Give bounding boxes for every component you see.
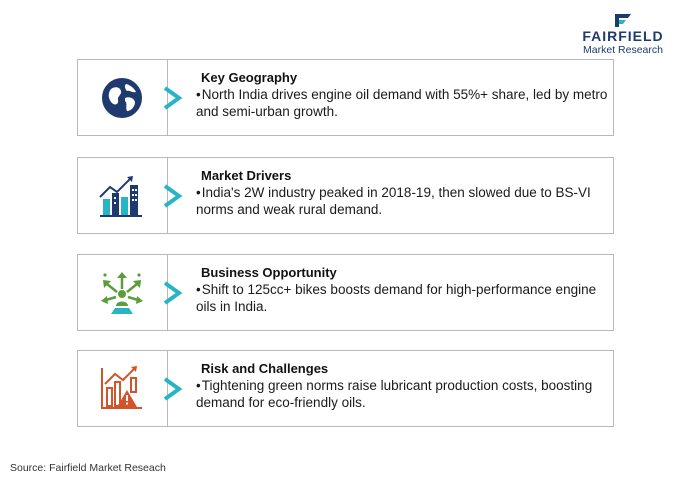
bullet: • <box>196 378 201 393</box>
card-text-body: North India drives engine oil demand wit… <box>196 87 608 119</box>
chevron-right-icon <box>163 86 183 110</box>
card-risk-and-challenges: Risk and Challenges •Tightening green no… <box>77 350 614 427</box>
source-note: Source: Fairfield Market Reseach <box>10 462 166 474</box>
bullet: • <box>196 282 201 297</box>
chevron-right-icon <box>163 184 183 208</box>
card-market-drivers: Market Drivers •India's 2W industry peak… <box>77 157 614 234</box>
card-icon-cell <box>78 351 168 426</box>
card-text: •Tightening green norms raise lubricant … <box>196 377 614 411</box>
chevron-right-icon <box>163 377 183 401</box>
card-text-body: Shift to 125cc+ bikes boosts demand for … <box>196 282 597 314</box>
card-title: Key Geography <box>201 70 298 85</box>
city-growth-chart-icon <box>99 176 142 217</box>
card-text-body: Tightening green norms raise lubricant p… <box>196 378 593 410</box>
card-key-geography: Key Geography •North India drives engine… <box>77 59 614 136</box>
chevron-right-icon <box>163 281 183 305</box>
card-icon-cell <box>78 158 168 233</box>
bullet: • <box>196 185 201 200</box>
logo-name: FAIRFIELD <box>582 28 664 44</box>
card-title: Business Opportunity <box>201 265 337 280</box>
card-business-opportunity: Business Opportunity •Shift to 125cc+ bi… <box>77 254 614 331</box>
brand-logo: FAIRFIELD Market Research <box>573 12 673 56</box>
globe-icon <box>102 78 142 118</box>
logo-subtitle: Market Research <box>583 44 663 56</box>
card-title: Risk and Challenges <box>201 361 329 376</box>
card-icon-cell <box>78 60 168 135</box>
risk-chart-warning-icon <box>101 366 142 409</box>
card-title: Market Drivers <box>201 168 292 183</box>
card-text: •India's 2W industry peaked in 2018-19, … <box>196 184 614 218</box>
card-text: •Shift to 125cc+ bikes boosts demand for… <box>196 281 614 315</box>
card-text-body: India's 2W industry peaked in 2018-19, t… <box>196 185 591 217</box>
card-text: •North India drives engine oil demand wi… <box>196 86 614 120</box>
fairfield-logo-icon <box>615 14 631 27</box>
bullet: • <box>196 87 201 102</box>
opportunity-arrows-icon <box>101 272 143 314</box>
card-icon-cell <box>78 255 168 330</box>
